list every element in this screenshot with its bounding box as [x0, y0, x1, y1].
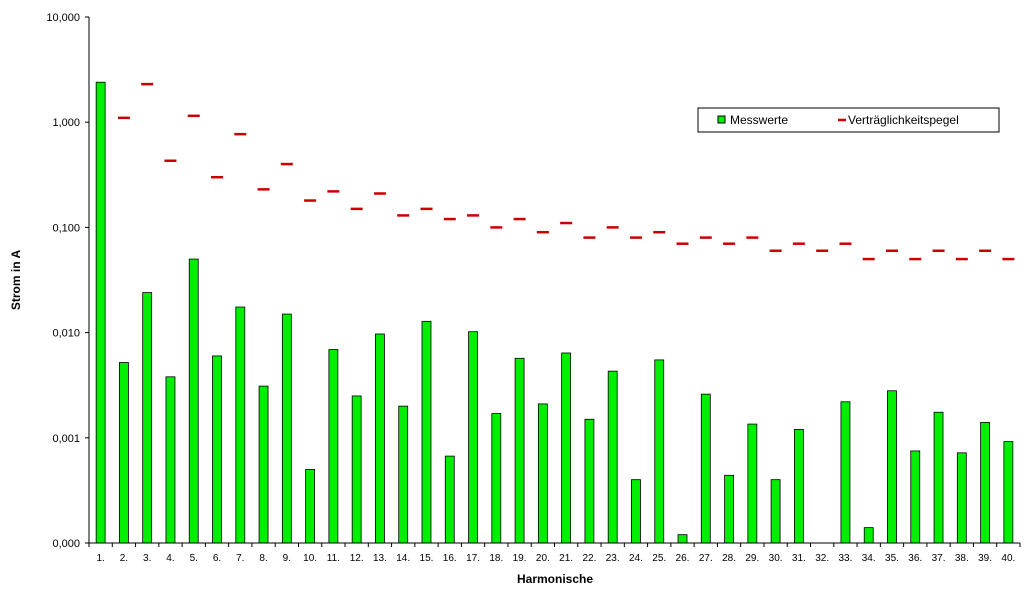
y-tick-label: 1,000: [52, 117, 80, 129]
x-tick-label: 26.: [676, 553, 690, 564]
bar-messwerte: [328, 349, 339, 544]
x-axis-title: Harmonische: [517, 572, 593, 586]
bar-messwerte: [444, 455, 455, 544]
bar-messwerte: [235, 306, 246, 544]
bar-messwerte: [793, 429, 804, 544]
legend-label-messwerte: Messwerte: [730, 113, 788, 127]
x-tick-label: 40.: [1001, 553, 1015, 564]
bar-messwerte: [258, 385, 269, 544]
bar-messwerte: [840, 401, 851, 544]
x-tick-label: 28.: [722, 553, 736, 564]
bar-messwerte: [863, 527, 874, 544]
bar-messwerte: [468, 331, 478, 544]
x-tick-label: 7.: [236, 553, 244, 564]
bar-messwerte: [724, 474, 734, 544]
y-tick-label: 0,000: [52, 538, 80, 550]
x-tick-label: 34.: [862, 553, 876, 564]
bar-messwerte: [561, 352, 572, 544]
bar-messwerte: [398, 405, 409, 544]
bar-messwerte: [142, 292, 153, 544]
y-tick-label: 0,100: [52, 222, 80, 234]
x-tick-label: 15.: [420, 553, 434, 564]
x-tick-label: 4.: [166, 553, 174, 564]
bar-messwerte: [677, 534, 688, 544]
bar-messwerte: [119, 362, 129, 544]
x-tick-label: 36.: [908, 553, 922, 564]
x-tick-label: 18.: [489, 553, 503, 564]
x-tick-label: 22.: [582, 553, 596, 564]
x-tick-label: 16.: [443, 553, 457, 564]
y-tick-label: 0,010: [52, 328, 80, 340]
bar-messwerte: [910, 450, 921, 544]
bar-messwerte: [607, 370, 618, 544]
bar-messwerte: [700, 393, 711, 544]
bar-messwerte: [281, 313, 292, 544]
bar-messwerte: [887, 390, 897, 544]
bar-messwerte: [351, 395, 362, 544]
x-tick-label: 11.: [327, 553, 340, 564]
x-tick-label: 30.: [769, 553, 783, 564]
x-tick-label: 6.: [213, 553, 221, 564]
bar-messwerte: [375, 333, 385, 544]
x-tick-label: 33.: [838, 553, 852, 564]
x-tick-label: 20.: [536, 553, 550, 564]
x-tick-label: 21.: [559, 553, 573, 564]
bar-messwerte: [212, 355, 222, 544]
bar-messwerte: [956, 452, 967, 544]
x-tick-label: 37.: [932, 553, 946, 564]
y-tick-label: 0,001: [52, 433, 80, 445]
x-tick-label: 29.: [745, 553, 759, 564]
bar-messwerte: [631, 479, 641, 544]
legend-label-vertraeglichkeitspegel: Verträglichkeitspegel: [848, 113, 959, 127]
x-tick-label: 38.: [955, 553, 969, 564]
bar-messwerte: [1003, 441, 1014, 544]
bar-messwerte: [491, 413, 502, 544]
bar-messwerte: [421, 320, 432, 544]
x-tick-label: 14.: [396, 553, 410, 564]
x-tick-label: 5.: [190, 553, 198, 564]
bar-messwerte: [584, 418, 595, 544]
bar-messwerte: [95, 81, 106, 544]
y-tick-label: 10,000: [46, 12, 80, 24]
bar-messwerte: [933, 411, 944, 544]
x-tick-label: 13.: [373, 553, 387, 564]
legend: Messwerte Verträglichkeitspegel: [697, 107, 1000, 133]
x-tick-label: 32.: [815, 553, 829, 564]
x-tick-label: 12.: [350, 553, 364, 564]
x-tick-label: 2.: [120, 553, 128, 564]
x-tick-label: 24.: [629, 553, 643, 564]
x-tick-label: 9.: [283, 553, 291, 564]
legend-swatch-messwerte: [717, 115, 726, 124]
bar-messwerte: [188, 258, 199, 544]
y-axis-title: Strom in A: [9, 250, 23, 311]
x-tick-label: 8.: [259, 553, 267, 564]
bar-messwerte: [514, 357, 525, 544]
x-tick-label: 27.: [699, 553, 713, 564]
x-tick-label: 25.: [652, 553, 666, 564]
bar-messwerte: [980, 422, 990, 544]
bar-messwerte: [654, 359, 665, 544]
x-tick-label: 35.: [885, 553, 899, 564]
x-tick-label: 1.: [96, 553, 104, 564]
bar-messwerte: [537, 403, 548, 544]
x-tick-label: 39.: [978, 553, 992, 564]
bar-messwerte: [305, 469, 316, 544]
bar-messwerte: [165, 376, 176, 544]
x-tick-label: 19.: [513, 553, 527, 564]
bar-messwerte: [770, 479, 781, 544]
x-tick-label: 17.: [466, 553, 480, 564]
x-tick-label: 23.: [606, 553, 620, 564]
legend-box: [697, 107, 1000, 133]
x-tick-label: 3.: [143, 553, 151, 564]
x-tick-label: 31.: [792, 553, 806, 564]
bar-messwerte: [747, 423, 758, 544]
x-tick-label: 10.: [303, 553, 317, 564]
